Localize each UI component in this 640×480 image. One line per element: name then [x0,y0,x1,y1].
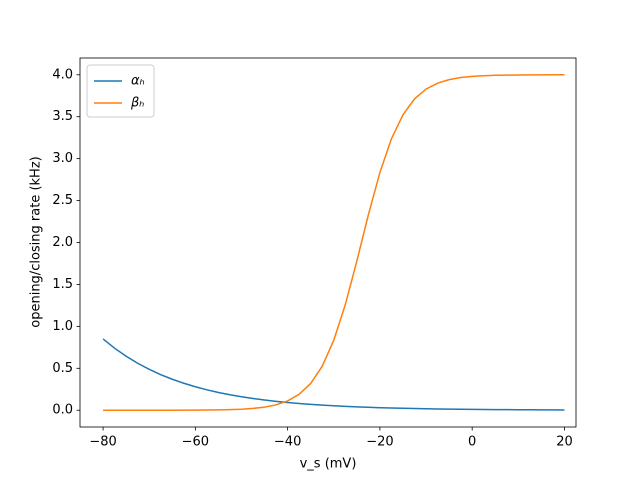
y-tick-label: 2.5 [52,193,73,208]
legend-label: βₕ [130,96,144,111]
x-tick-label: −80 [89,435,116,450]
legend-box [86,64,155,118]
x-tick-label: 0 [468,435,476,450]
line-series [103,74,565,411]
line-series [102,338,565,411]
y-tick-label: 0.0 [52,403,73,418]
y-tick-label: 4.0 [52,67,73,82]
x-tick-label: −20 [366,435,393,450]
legend-label: αₕ [131,74,145,89]
x-tick-label: −40 [274,435,301,450]
y-tick-label: 0.5 [52,361,73,376]
y-axis-label: opening/closing rate (kHz) [29,156,44,327]
x-tick-label: 20 [556,435,573,450]
y-tick-label: 1.5 [52,277,73,292]
y-tick-label: 2.0 [52,235,73,250]
x-axis-label: v_s (mV) [300,457,357,472]
y-tick-label: 3.0 [52,151,73,166]
y-tick-label: 3.5 [52,109,73,124]
x-tick-label: −60 [182,435,209,450]
plot-frame [79,57,577,428]
y-tick-label: 1.0 [52,319,73,334]
